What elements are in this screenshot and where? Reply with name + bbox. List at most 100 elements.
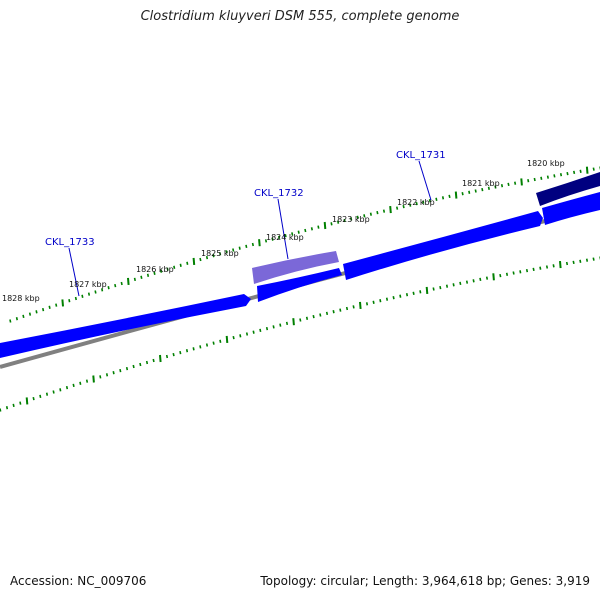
scale-label-1828: 1828 kbp [2, 294, 40, 303]
gene-feature-1730[interactable] [536, 172, 600, 206]
inner-scale-minor-tick [385, 297, 389, 301]
outer-scale-minor-tick [87, 292, 91, 296]
outer-scale-minor-tick [350, 217, 353, 221]
outer-scale-minor-tick [74, 296, 77, 301]
outer-scale-minor-tick [559, 173, 563, 177]
outer-scale-minor-tick [238, 246, 241, 250]
gene-feature-1731[interactable] [343, 211, 543, 280]
outer-scale-minor-tick [68, 299, 71, 303]
inner-scale-minor-tick [319, 313, 322, 317]
outer-scale-minor-tick [500, 184, 504, 188]
scale-label-1821: 1821 kbp [462, 179, 500, 188]
outer-scale-minor-tick [573, 170, 576, 175]
inner-scale-minor-tick [465, 280, 469, 284]
outer-scale-major-tick [258, 239, 261, 247]
outer-scale-minor-tick [415, 201, 418, 206]
label-leader-1732 [277, 198, 289, 260]
outer-scale-minor-tick [284, 234, 287, 238]
inner-scale-minor-tick [99, 375, 102, 379]
gene-feature-1732-lower[interactable] [257, 268, 342, 302]
outer-scale-minor-tick [153, 271, 156, 275]
inner-scale-major-tick [492, 273, 495, 281]
outer-scale-minor-tick [468, 190, 471, 194]
outer-scale-minor-tick [278, 235, 281, 240]
inner-scale-minor-tick [379, 299, 382, 303]
outer-scale-minor-tick [186, 261, 189, 265]
outer-scale-minor-tick [330, 222, 333, 226]
outer-scale-minor-tick [481, 187, 484, 192]
inner-scale-minor-tick [285, 321, 289, 326]
inner-scale-major-tick [425, 286, 429, 294]
inner-scale-minor-tick [539, 266, 542, 270]
inner-scale-minor-tick [192, 347, 195, 351]
scale-label-1823: 1823 kbp [332, 215, 370, 224]
inner-scale-minor-tick [72, 383, 75, 388]
outer-scale-minor-tick [179, 263, 182, 267]
outer-scale-minor-tick [356, 215, 359, 219]
outer-scale-major-tick [61, 299, 64, 307]
inner-scale-major-tick [92, 375, 95, 383]
outer-scale-minor-tick [527, 179, 530, 183]
outer-scale-minor-tick [173, 265, 176, 269]
inner-scale-minor-tick [252, 330, 255, 334]
inner-scale-minor-tick [505, 272, 509, 276]
gene-feature-next[interactable] [542, 192, 600, 225]
outer-scale-minor-tick [402, 204, 405, 209]
gene-label-ckl-1733[interactable]: CKL_1733 [45, 237, 95, 248]
outer-scale-major-tick [323, 221, 327, 230]
outer-scale-minor-tick [48, 305, 51, 309]
outer-scale-minor-tick [297, 230, 300, 234]
inner-scale-minor-tick [19, 401, 22, 405]
outer-scale-minor-tick [251, 242, 254, 247]
inner-scale-minor-tick [65, 385, 69, 390]
outer-scale-minor-tick [461, 192, 464, 196]
inner-scale-minor-tick [299, 318, 302, 322]
gene-feature-1733[interactable] [0, 294, 251, 358]
inner-scale-minor-tick [525, 268, 529, 273]
inner-scale-minor-tick [119, 368, 122, 373]
outer-scale-minor-tick [363, 214, 366, 218]
gene-label-ckl-1732[interactable]: CKL_1732 [254, 188, 304, 199]
inner-scale-minor-tick [305, 316, 309, 320]
inner-scale-minor-tick [85, 379, 89, 383]
outer-scale-minor-tick [494, 185, 497, 189]
inner-scale-minor-tick [452, 283, 455, 287]
outer-scale-minor-tick [448, 194, 451, 199]
outer-scale-minor-tick [579, 169, 582, 173]
label-leader-1731 [418, 160, 432, 201]
inner-scale-minor-tick [45, 392, 49, 396]
outer-scale-minor-tick [441, 196, 445, 200]
outer-scale-minor-tick [396, 206, 399, 210]
inner-scale-major-tick [225, 335, 229, 343]
gene-feature-1732-highlight[interactable] [252, 251, 339, 284]
inner-scale-minor-tick [399, 294, 402, 298]
inner-scale-minor-tick [245, 332, 249, 336]
outer-scale-minor-tick [94, 290, 97, 294]
inner-scale-minor-tick [432, 287, 435, 291]
inner-scale-minor-tick [405, 293, 409, 297]
outer-scale-minor-tick [553, 174, 556, 178]
inner-scale-minor-tick [59, 388, 62, 392]
outer-scale-minor-tick [199, 257, 202, 262]
inner-scale-minor-tick [345, 306, 349, 311]
inner-scale-major-tick [359, 301, 362, 309]
inner-scale-minor-tick [459, 281, 462, 286]
outer-scale-minor-tick [546, 175, 549, 179]
inner-scale-minor-tick [485, 276, 489, 280]
scale-label-1820: 1820 kbp [527, 159, 565, 168]
outer-scale-minor-tick [42, 307, 45, 312]
outer-scale-minor-tick [376, 210, 379, 215]
inner-scale-minor-tick [232, 335, 235, 340]
outer-scale-minor-tick [146, 273, 150, 277]
outer-scale-minor-tick [28, 312, 32, 316]
outer-scale-minor-tick [55, 303, 58, 307]
outer-scale-minor-tick [232, 248, 235, 252]
outer-scale-major-tick [585, 166, 589, 174]
outer-scale-minor-tick [9, 319, 12, 323]
inner-scale-minor-tick [12, 403, 15, 408]
scale-label-1822: 1822 kbp [397, 198, 435, 207]
outer-scale-major-tick [192, 257, 196, 265]
gene-label-ckl-1731[interactable]: CKL_1731 [396, 150, 446, 161]
outer-scale-major-tick [454, 191, 458, 199]
